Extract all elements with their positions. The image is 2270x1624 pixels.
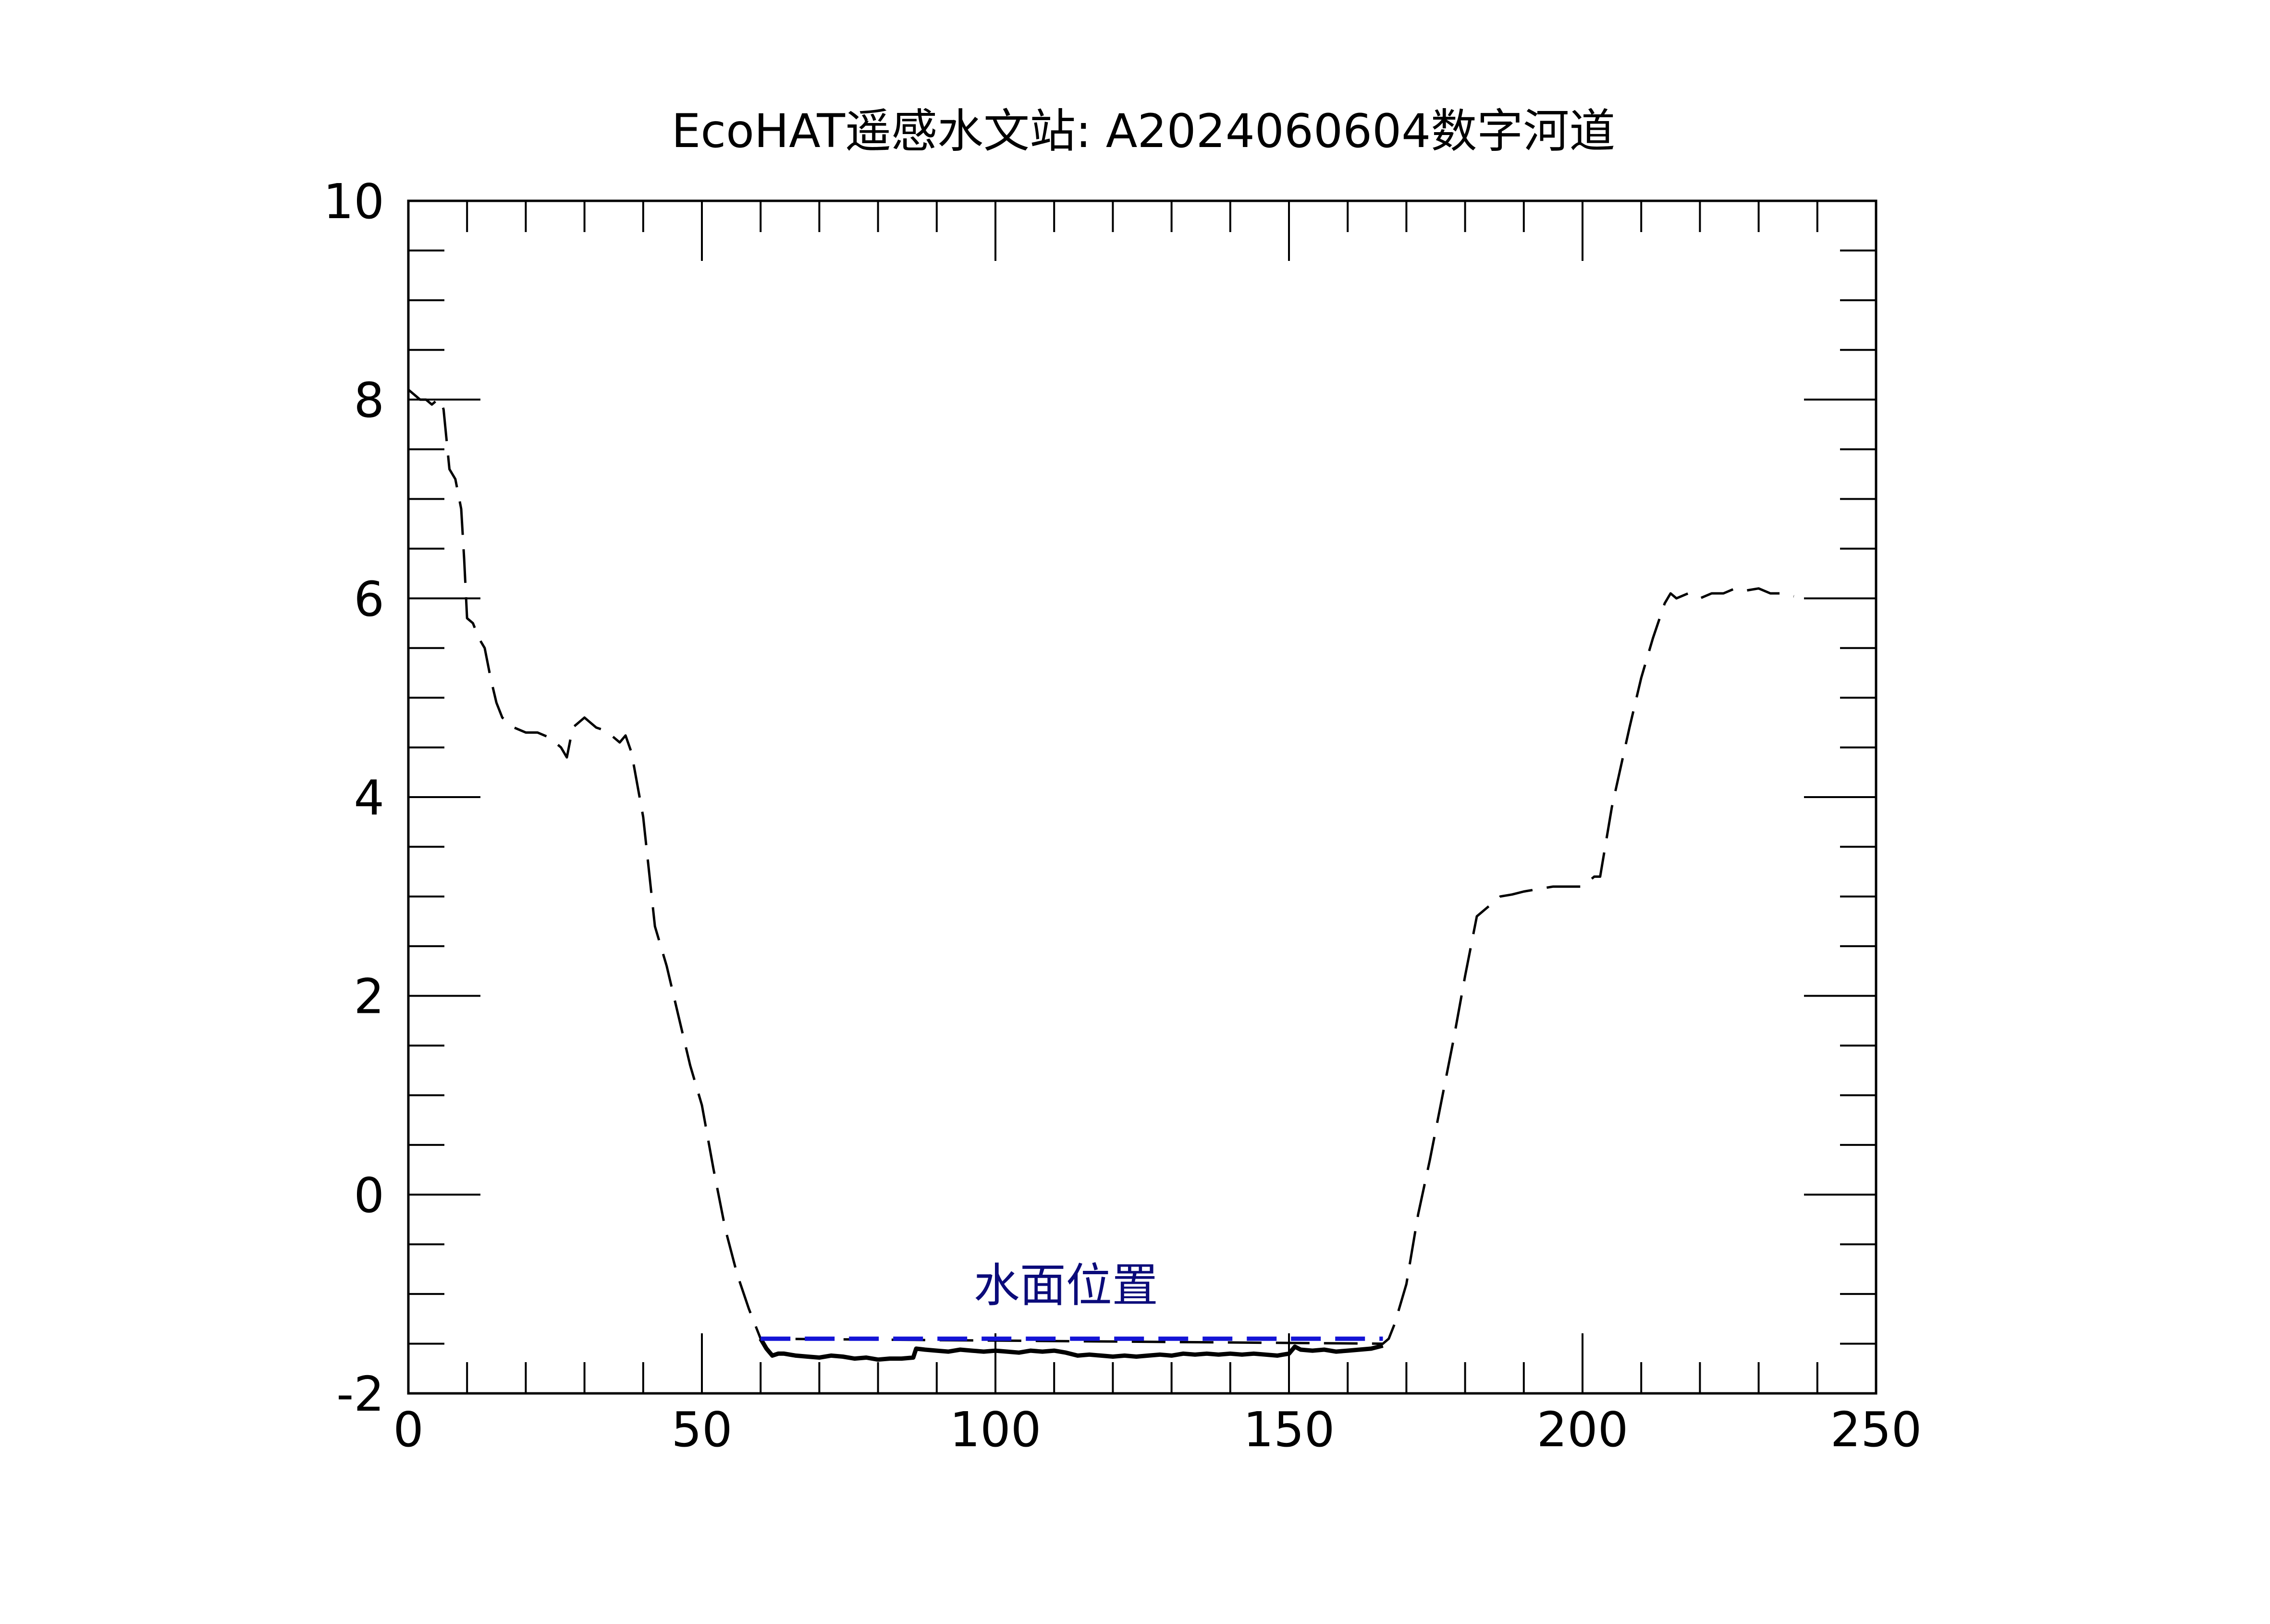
chart-title: EcoHAT遥感水文站: A2024060604数字河道 bbox=[672, 104, 1616, 158]
y-tick-label: -2 bbox=[336, 1366, 384, 1422]
series-channel-bed bbox=[759, 1337, 1384, 1362]
x-tick-label: 0 bbox=[393, 1402, 424, 1458]
x-tick-label: 250 bbox=[1830, 1402, 1922, 1458]
x-tick-label: 50 bbox=[671, 1402, 732, 1458]
series-terrain-profile bbox=[407, 389, 1794, 1345]
y-tick-label: 2 bbox=[354, 969, 384, 1025]
annotation-label: 水面位置 bbox=[974, 1258, 1158, 1312]
y-tick-label: 4 bbox=[354, 770, 384, 826]
annotation-layer: 水面位置 bbox=[974, 1258, 1158, 1312]
x-tick-label: 200 bbox=[1537, 1402, 1629, 1458]
y-tick-label: 0 bbox=[354, 1167, 384, 1223]
x-tick-label: 150 bbox=[1243, 1402, 1335, 1458]
x-tick-label: 100 bbox=[950, 1402, 1042, 1458]
series-layer bbox=[407, 389, 1794, 1362]
y-tick-label: 6 bbox=[354, 571, 384, 627]
y-tick-label: 10 bbox=[323, 173, 384, 230]
y-tick-label: 8 bbox=[354, 372, 384, 429]
